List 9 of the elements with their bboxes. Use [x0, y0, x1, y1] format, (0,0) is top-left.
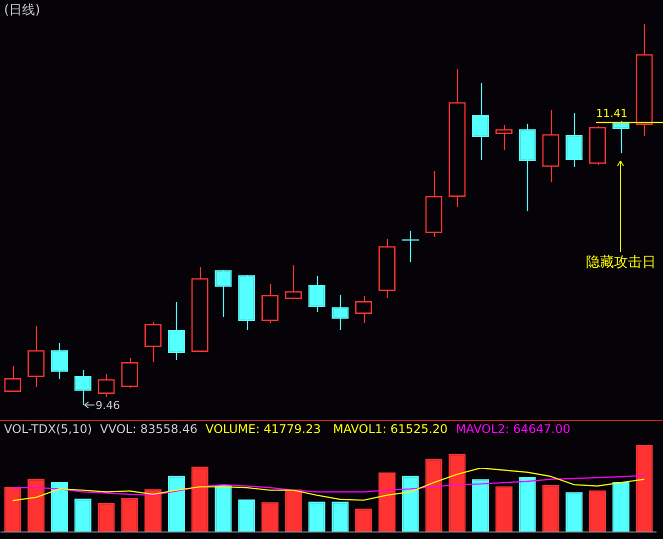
annotation: 9.46 — [96, 398, 120, 412]
chart-subtitle: VVOL: 83558.46 — [100, 422, 198, 436]
text: VOLUME: 41779.23 — [205, 422, 321, 436]
annotation: 隐藏攻击日 — [586, 254, 656, 271]
annotation: 11.41 — [596, 106, 628, 120]
chart-title: VOL-TDX(5,10) — [4, 422, 92, 436]
chart-title: (日线) — [4, 3, 40, 18]
text: MAVOL1: 61525.20 — [333, 422, 448, 436]
text: MAVOL2: 64647.00 — [456, 422, 570, 436]
